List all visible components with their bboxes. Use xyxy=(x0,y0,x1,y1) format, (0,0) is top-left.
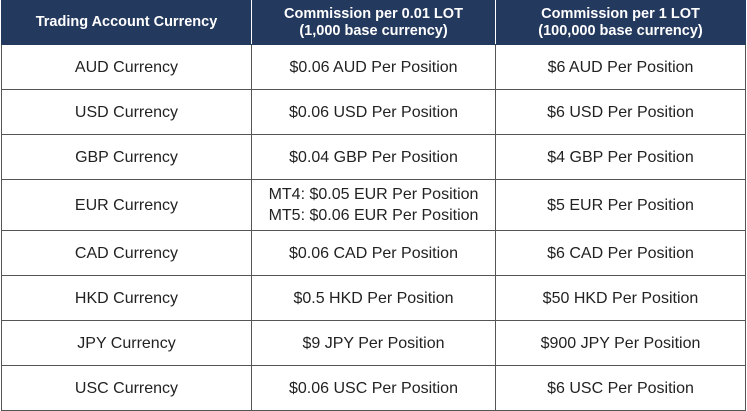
currency-cell: USC Currency xyxy=(1,365,252,411)
commission-001-cell: $0.06 USD Per Position xyxy=(251,89,496,135)
currency-cell: AUD Currency xyxy=(1,44,252,90)
table-row: HKD Currency $0.5 HKD Per Position $50 H… xyxy=(1,275,746,321)
table-row: USD Currency $0.06 USD Per Position $6 U… xyxy=(1,89,746,135)
table-row: USC Currency $0.06 USC Per Position $6 U… xyxy=(1,365,746,411)
commission-1-cell: $4 GBP Per Position xyxy=(495,134,746,180)
header-commission-per-001-lot: Commission per 0.01 LOT (1,000 base curr… xyxy=(251,0,496,45)
commission-mt4-line: MT4: $0.05 EUR Per Position xyxy=(268,186,479,203)
commission-1-cell: $6 CAD Per Position xyxy=(495,230,746,276)
header-trading-account-currency: Trading Account Currency xyxy=(1,0,252,45)
header-commission-per-1-lot-subtitle: (100,000 base currency) xyxy=(538,22,703,39)
commission-1-cell: $50 HKD Per Position xyxy=(495,275,746,321)
commission-001-cell: MT4: $0.05 EUR Per Position MT5: $0.06 E… xyxy=(251,179,496,231)
commission-001-cell: $0.5 HKD Per Position xyxy=(251,275,496,321)
header-commission-per-001-lot-title: Commission per 0.01 LOT xyxy=(284,5,463,22)
commission-1-cell: $900 JPY Per Position xyxy=(495,320,746,366)
commission-001-cell: $0.06 AUD Per Position xyxy=(251,44,496,90)
currency-cell: EUR Currency xyxy=(1,179,252,231)
table-row: AUD Currency $0.06 AUD Per Position $6 A… xyxy=(1,44,746,90)
commission-1-cell: $5 EUR Per Position xyxy=(495,179,746,231)
currency-cell: USD Currency xyxy=(1,89,252,135)
commission-001-cell: $0.06 USC Per Position xyxy=(251,365,496,411)
currency-cell: JPY Currency xyxy=(1,320,252,366)
header-commission-per-001-lot-subtitle: (1,000 base currency) xyxy=(299,22,448,39)
table-row: GBP Currency $0.04 GBP Per Position $4 G… xyxy=(1,134,746,180)
header-commission-per-1-lot: Commission per 1 LOT (100,000 base curre… xyxy=(495,0,746,45)
currency-cell: CAD Currency xyxy=(1,230,252,276)
table-header-row: Trading Account Currency Commission per … xyxy=(1,0,746,45)
commission-001-cell: $0.04 GBP Per Position xyxy=(251,134,496,180)
header-commission-per-1-lot-title: Commission per 1 LOT xyxy=(541,5,700,22)
commission-1-cell: $6 USD Per Position xyxy=(495,89,746,135)
table-row: EUR Currency MT4: $0.05 EUR Per Position… xyxy=(1,179,746,231)
commission-mt5-line: MT5: $0.06 EUR Per Position xyxy=(268,207,479,224)
currency-cell: GBP Currency xyxy=(1,134,252,180)
commission-1-cell: $6 AUD Per Position xyxy=(495,44,746,90)
commission-1-cell: $6 USC Per Position xyxy=(495,365,746,411)
commission-001-cell: $9 JPY Per Position xyxy=(251,320,496,366)
table-row: JPY Currency $9 JPY Per Position $900 JP… xyxy=(1,320,746,366)
table-row: CAD Currency $0.06 CAD Per Position $6 C… xyxy=(1,230,746,276)
commission-001-cell: $0.06 CAD Per Position xyxy=(251,230,496,276)
currency-cell: HKD Currency xyxy=(1,275,252,321)
